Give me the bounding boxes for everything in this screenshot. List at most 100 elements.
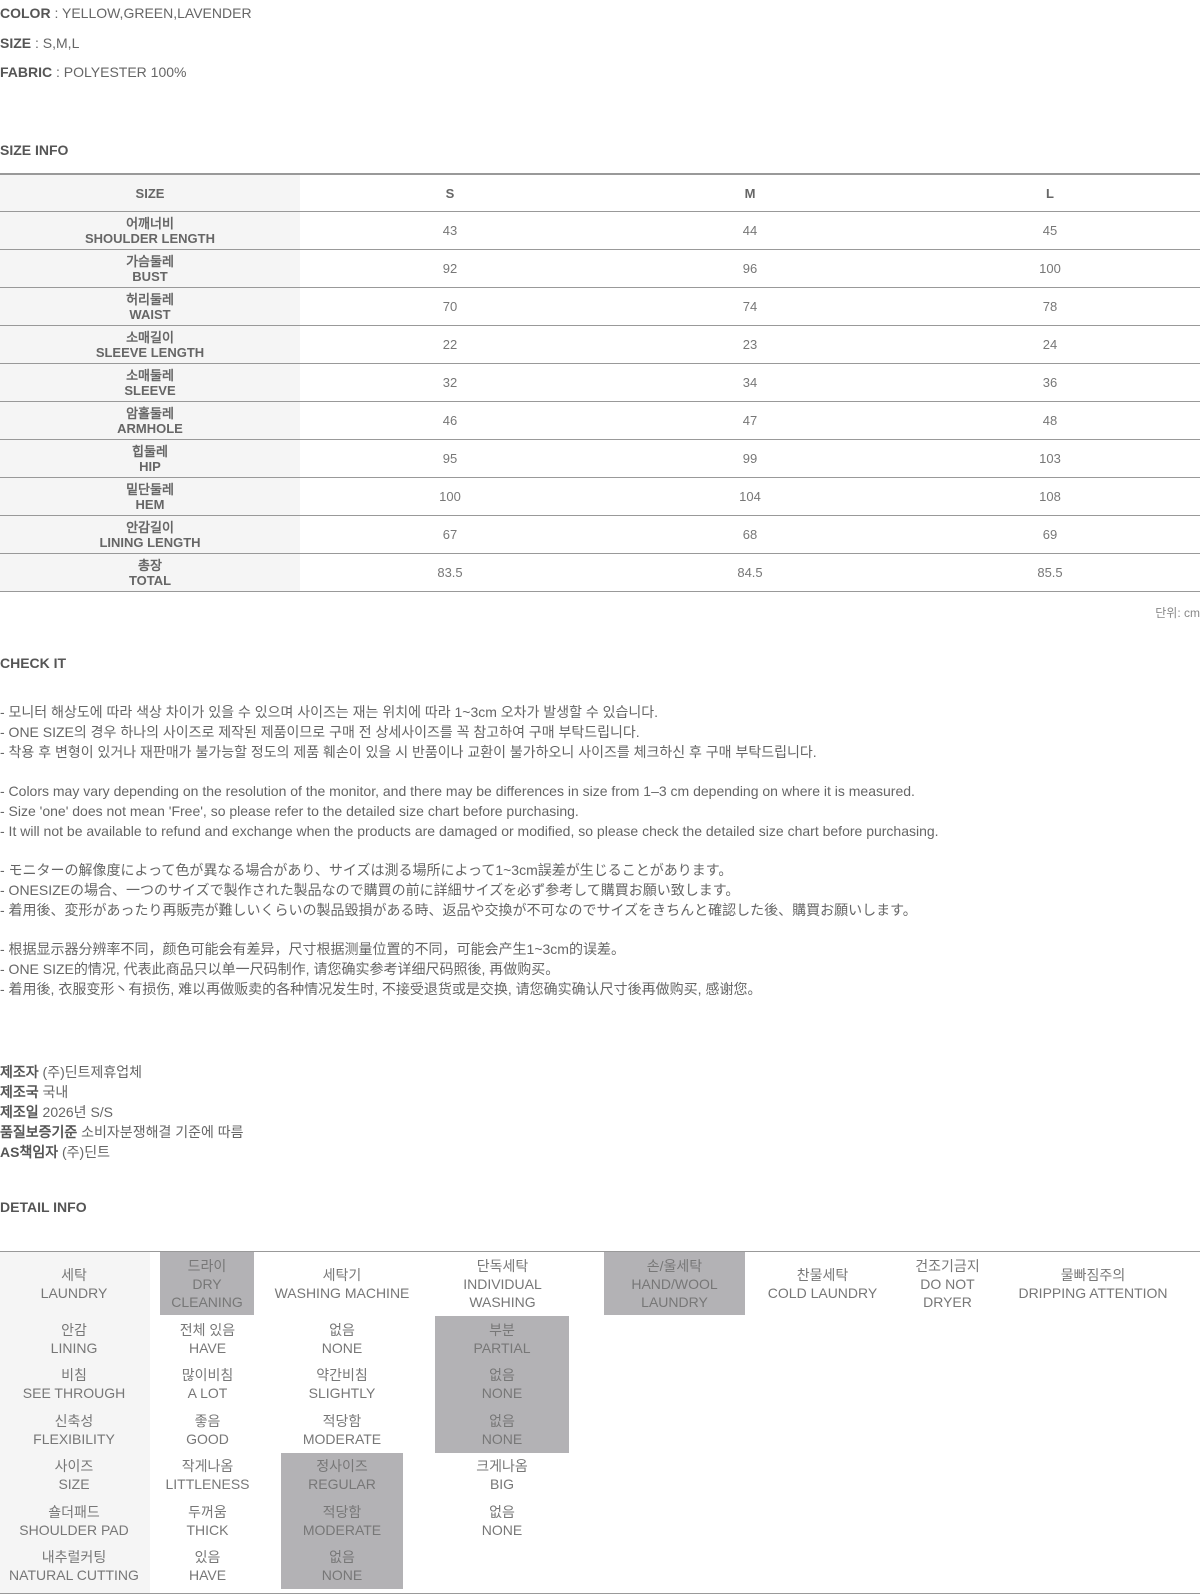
cell-ko: 없음 — [329, 1321, 355, 1338]
measure-ko: 소매둘레 — [126, 367, 174, 383]
note-line: - Size 'one' does not mean 'Free', so pl… — [0, 803, 579, 819]
measure-ko: 소매길이 — [126, 329, 174, 345]
size-info-title: SIZE INFO — [0, 142, 69, 158]
size-value: 47 — [600, 401, 900, 440]
size-value: 96 — [600, 249, 900, 288]
detail-cell: 세탁 LAUNDRY — [0, 1252, 148, 1315]
check-it-notes: - 모니터 해상도에 따라 색상 차이가 있을 수 있으며 사이즈는 재는 위치… — [0, 702, 939, 1018]
detail-cell: 안감 LINING — [0, 1316, 148, 1362]
maker-value: 소비자분쟁해결 기준에 따름 — [77, 1124, 244, 1140]
spec-value: : YELLOW,GREEN,LAVENDER — [50, 5, 252, 21]
size-row: 허리둘레 WAIST 70 74 78 — [0, 287, 1200, 326]
note-line: - 착용 후 변형이 있거나 재판매가 불가능할 정도의 제품 훼손이 있을 시… — [0, 744, 817, 760]
measure-ko: 허리둘레 — [126, 291, 174, 307]
measure-en: LINING LENGTH — [99, 534, 201, 550]
note-line: - 모니터 해상도에 따라 색상 차이가 있을 수 있으며 사이즈는 재는 위치… — [0, 704, 659, 720]
cell-ko: 좋음 — [194, 1412, 221, 1429]
detail-cell: 없음 NONE — [435, 1361, 569, 1407]
detail-info-title: DETAIL INFO — [0, 1199, 87, 1215]
size-value: 100 — [300, 477, 600, 516]
detail-cell: 내추럴커팅 NATURAL CUTTING — [0, 1544, 148, 1590]
cell-ko: 적당함 — [322, 1503, 362, 1520]
cell-ko: 물빠짐주의 — [1060, 1266, 1126, 1283]
cell-en: LINING — [50, 1339, 98, 1356]
measure-ko: 암홀둘레 — [126, 405, 174, 421]
measure-ko: 밑단둘레 — [126, 481, 174, 497]
size-row: 어깨너비 SHOULDER LENGTH 43 44 45 — [0, 211, 1200, 250]
measure-label: 총장 TOTAL — [0, 553, 300, 592]
cell-en: NONE — [481, 1521, 523, 1538]
cell-ko: 없음 — [329, 1549, 355, 1566]
cell-ko: 적당함 — [322, 1412, 362, 1429]
cell-en: SLIGHTLY — [308, 1385, 376, 1402]
size-row: 소매둘레 SLEEVE 32 34 36 — [0, 363, 1200, 402]
note-line: - ONE SIZE의 경우 하나의 사이즈로 제작된 제품이므로 구매 전 상… — [0, 724, 640, 740]
cell-ko: 단독세탁 — [476, 1257, 529, 1274]
cell-en: FLEXIBILITY — [33, 1430, 115, 1447]
maker-line: 품질보증기준 소비자분쟁해결 기준에 따름 — [0, 1122, 244, 1142]
measure-label: 암홀둘레 ARMHOLE — [0, 401, 300, 440]
cell-ko: 없음 — [489, 1412, 515, 1429]
cell-ko: 비침 — [61, 1367, 87, 1384]
size-header-cell: S — [300, 174, 600, 212]
maker-label: 제조자 — [0, 1064, 39, 1080]
cell-ko: 있음 — [194, 1549, 221, 1566]
detail-cell: 두꺼움 THICK — [148, 1498, 267, 1544]
cell-en: NATURAL CUTTING — [9, 1567, 139, 1584]
size-row: 가슴둘레 BUST 92 96 100 — [0, 249, 1200, 288]
measure-en: HIP — [139, 458, 161, 474]
maker-label: 품질보증기준 — [0, 1124, 78, 1140]
detail-info-table: 세탁 LAUNDRY 드라이 DRY CLEANING 세탁기 WASHING MACHI… — [0, 1251, 1200, 1594]
cell-en: HAVE — [188, 1567, 227, 1584]
size-row: 총장 TOTAL 83.5 84.5 85.5 — [0, 553, 1200, 592]
detail-cell: 많이비침 A LOT — [148, 1362, 267, 1408]
cell-ko: 신축성 — [54, 1412, 94, 1429]
spec-line: SIZE : S,M,L — [0, 35, 79, 51]
detail-cell: 없음 NONE — [435, 1407, 569, 1453]
cell-ko: 크게나옴 — [476, 1458, 528, 1475]
detail-cell: 없음 NONE — [281, 1316, 403, 1362]
size-value: 74 — [600, 287, 900, 326]
detail-cell: 작게나옴 LITTLENESS — [148, 1453, 267, 1499]
size-value: 36 — [900, 363, 1200, 402]
maker-label: 제조일 — [0, 1104, 39, 1120]
detail-cell: 드라이 DRY CLEANING — [160, 1252, 254, 1315]
detail-cell: 단독세탁 INDIVIDUAL WASHING — [430, 1252, 575, 1315]
note-line: - ONE SIZE的情况, 代表此商品只以单一尺码制作, 请您确实参考详细尺码… — [0, 961, 560, 977]
detail-cell: 손/울세탁 HAND/WOOL LAUNDRY — [604, 1252, 745, 1315]
measure-label: 허리둘레 WAIST — [0, 287, 300, 326]
measure-ko: 힙둘레 — [132, 443, 168, 459]
cell-en: A LOT — [187, 1385, 228, 1402]
spec-label: COLOR — [0, 5, 51, 21]
cell-ko: 사이즈 — [54, 1458, 94, 1475]
cell-en: SEE THROUGH — [22, 1385, 126, 1402]
measure-label: 힙둘레 HIP — [0, 439, 300, 478]
cell-en: BIG — [489, 1476, 515, 1493]
cell-ko: 내추럴커팅 — [41, 1549, 107, 1566]
cell-ko: 숄더패드 — [48, 1503, 100, 1520]
cell-en: COLD LAUNDRY — [767, 1284, 878, 1301]
cell-en: WASHING MACHINE — [274, 1284, 410, 1301]
cell-ko: 부분 — [489, 1321, 515, 1338]
detail-cell: 건조기금지 DO NOT DRYER — [900, 1252, 995, 1315]
measure-en: SHOULDER LENGTH — [85, 230, 215, 246]
cell-ko: 드라이 — [187, 1257, 227, 1274]
size-value: 24 — [900, 325, 1200, 364]
measure-en: HEM — [135, 496, 165, 512]
cell-ko: 세탁기 — [322, 1266, 362, 1283]
measure-ko: 총장 — [138, 557, 162, 573]
size-value: 45 — [900, 211, 1200, 250]
size-value: 48 — [900, 401, 1200, 440]
cell-en: LAUNDRY — [40, 1284, 108, 1301]
size-value: 83.5 — [300, 553, 600, 592]
cell-en: SHOULDER PAD — [19, 1521, 129, 1538]
size-header-cell: M — [600, 174, 900, 212]
note-group: - モニターの解像度によって色が異なる場合があり、サイズは測る場所によって1~3… — [0, 860, 939, 920]
size-value: 78 — [900, 287, 1200, 326]
detail-cell: 있음 HAVE — [148, 1544, 267, 1590]
cell-en: DO NOT DRYER — [920, 1275, 975, 1310]
note-line: - ONESIZEの場合、一つのサイズで製作された製品なので購買の前に詳細サイズ… — [0, 882, 740, 898]
maker-label: 제조국 — [0, 1084, 39, 1100]
cell-en: INDIVIDUAL WASHING — [463, 1275, 542, 1310]
size-value: 34 — [600, 363, 900, 402]
